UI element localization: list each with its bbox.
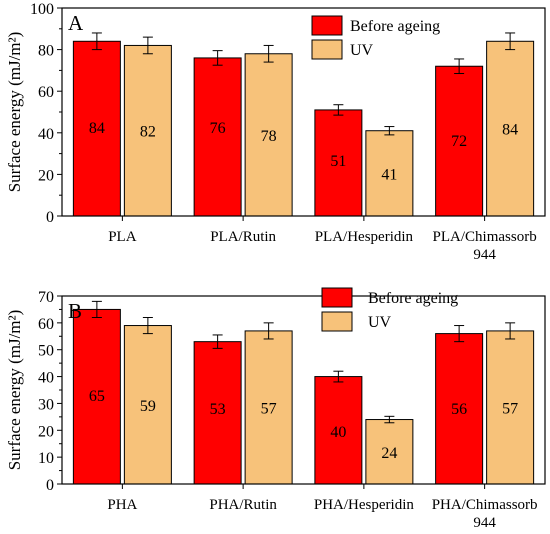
y-tick-label: 50 — [38, 343, 54, 360]
x-tick-label-line: PLA/Chimassorb — [433, 229, 537, 245]
legend-swatch — [321, 311, 353, 332]
data-label: 76 — [210, 120, 226, 137]
y-tick-label: 20 — [38, 423, 54, 440]
x-tick-label-line: PHA/Chimassorb — [432, 497, 538, 513]
data-label: 57 — [261, 400, 277, 417]
x-tick-label-line: PHA/Rutin — [209, 497, 277, 513]
bar — [314, 376, 363, 485]
x-tick-label-line: PHA — [107, 497, 137, 513]
bar — [365, 419, 414, 485]
panel-label: A — [68, 11, 84, 35]
data-label: 41 — [381, 166, 397, 183]
bar — [435, 65, 484, 217]
chart-panel-1: 84 82 76 78 51 41 72 84 0 20 40 60 80 100 PLA PLA/Rutin… — [5, 1, 546, 263]
x-tick-label: PHA/Hesperidin — [314, 497, 414, 513]
x-tick-label: PLA/Chimassorb 944 — [433, 229, 537, 263]
legend-swatch — [311, 15, 343, 36]
bar — [123, 325, 172, 485]
legend-swatch — [311, 39, 343, 60]
y-tick-label: 100 — [30, 1, 54, 18]
data-label: 51 — [330, 153, 346, 170]
bar — [486, 40, 535, 217]
y-tick-label: 10 — [38, 450, 54, 467]
x-tick-label: PHA — [107, 497, 137, 513]
data-label: 82 — [140, 124, 156, 141]
data-label: 65 — [89, 388, 105, 405]
data-label: 57 — [502, 400, 518, 417]
y-tick-label: 20 — [38, 167, 54, 184]
x-tick-label: PHA/Chimassorb 944 — [432, 497, 538, 531]
y-tick-label: 60 — [38, 316, 54, 333]
data-label: 40 — [330, 424, 346, 441]
x-tick-label-line: PLA/Rutin — [210, 229, 276, 245]
x-tick-label-line: 944 — [473, 515, 496, 531]
data-label: 84 — [502, 122, 518, 139]
y-axis-label: Surface energy (mJ/m²) — [5, 32, 24, 193]
chart-panel-2: 65 59 53 57 40 24 56 57 0 10 20 30 40 50 60 70 PHA PHA/Ru… — [5, 287, 546, 531]
legend-label: UV — [350, 42, 374, 59]
legend-label: UV — [368, 314, 392, 331]
bar — [193, 57, 242, 217]
x-tick-label-line: PLA/Hesperidin — [315, 229, 414, 245]
x-tick-label: PLA/Hesperidin — [315, 229, 414, 245]
bar — [72, 40, 121, 217]
y-tick-label: 0 — [46, 477, 54, 494]
data-label: 84 — [89, 120, 105, 137]
bar — [244, 330, 293, 485]
legend-label: Before ageing — [350, 18, 440, 35]
data-label: 72 — [451, 133, 467, 150]
y-axis-label: Surface energy (mJ/m²) — [5, 310, 24, 471]
x-tick-label: PLA/Rutin — [210, 229, 276, 245]
data-label: 24 — [381, 445, 397, 462]
data-label: 78 — [261, 128, 277, 145]
x-tick-label: PHA/Rutin — [209, 497, 277, 513]
bar — [486, 330, 535, 485]
x-tick-label-line: PLA — [108, 229, 137, 245]
data-label: 56 — [451, 401, 467, 418]
y-tick-label: 40 — [38, 126, 54, 143]
y-tick-label: 70 — [38, 289, 54, 306]
y-tick-label: 80 — [38, 43, 54, 60]
panel-label: B — [68, 299, 82, 323]
y-tick-label: 60 — [38, 84, 54, 101]
data-label: 53 — [210, 401, 226, 418]
bar — [72, 308, 121, 485]
legend-label: Before ageing — [368, 290, 458, 307]
y-tick-label: 30 — [38, 396, 54, 413]
x-tick-label: PLA — [108, 229, 137, 245]
data-label: 59 — [140, 398, 156, 415]
y-tick-label: 40 — [38, 370, 54, 387]
y-tick-label: 0 — [46, 209, 54, 226]
x-tick-label-line: PHA/Hesperidin — [314, 497, 414, 513]
x-tick-label-line: 944 — [473, 247, 496, 263]
legend-swatch — [321, 287, 353, 308]
